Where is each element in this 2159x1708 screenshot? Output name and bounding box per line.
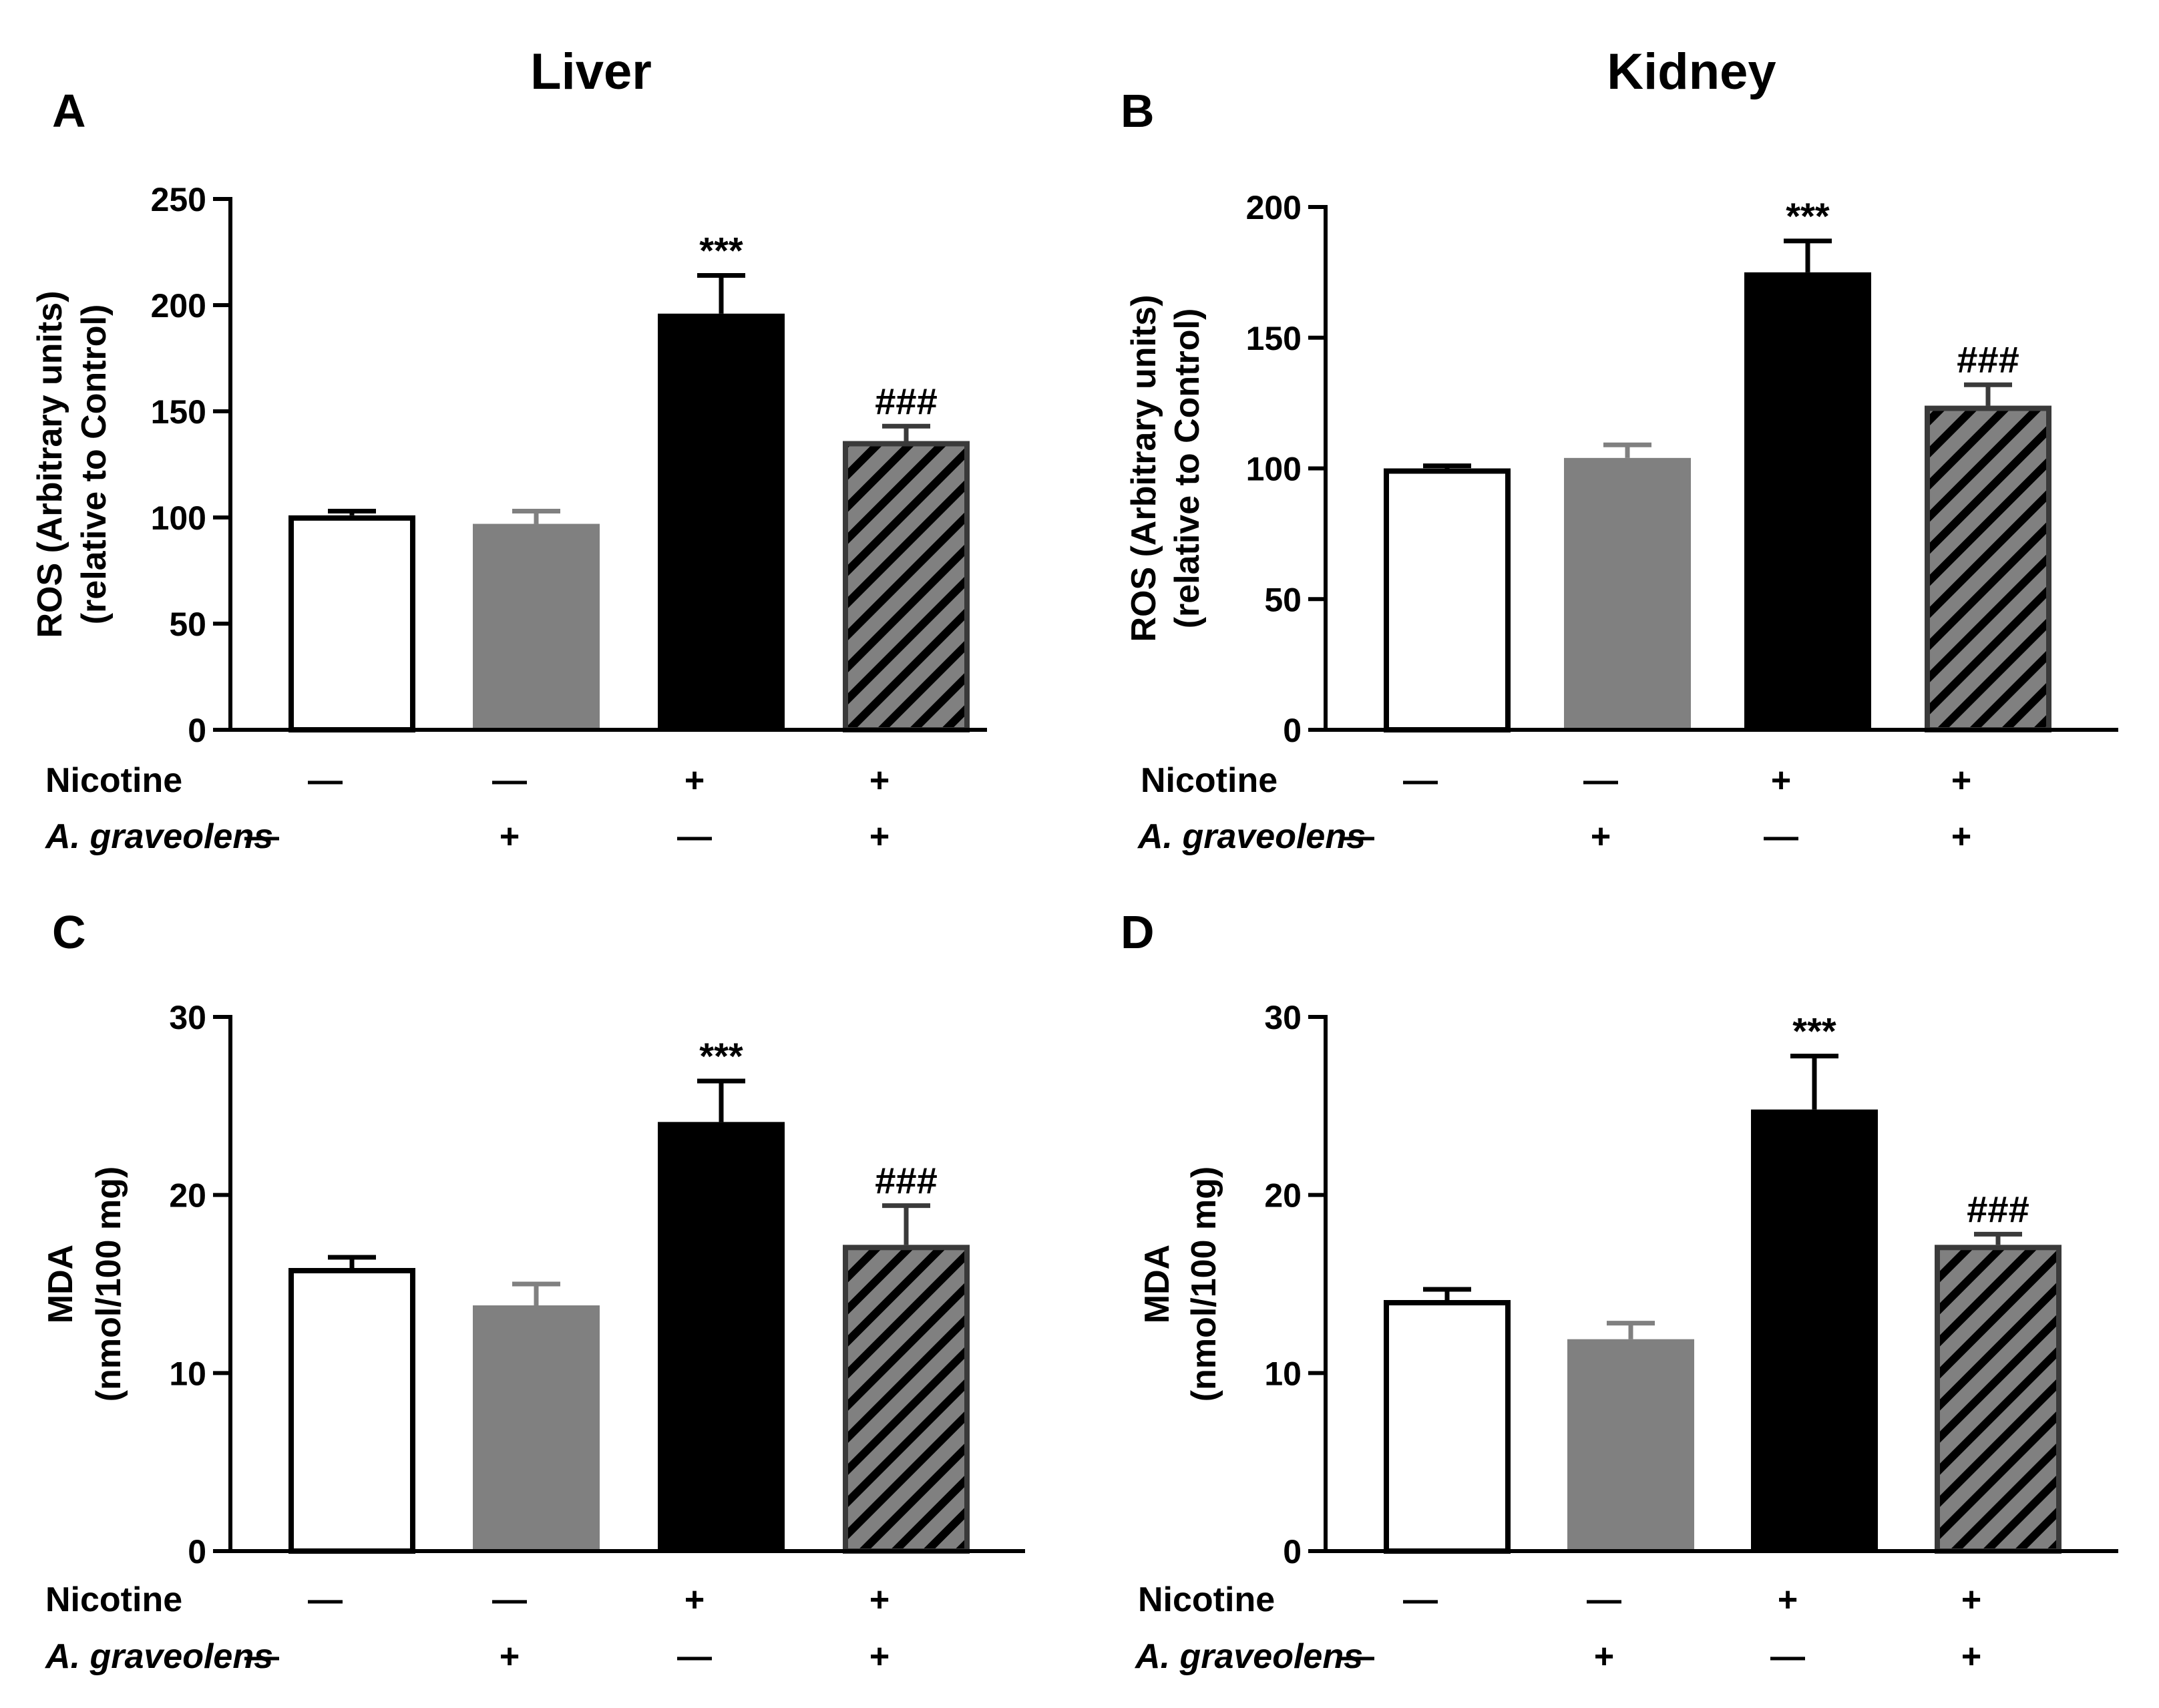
panel-c-nicotine-mark-2: — xyxy=(492,1580,527,1619)
panel-a-bar-1 xyxy=(288,515,415,732)
panel-c-ytick-label-30: 30 xyxy=(169,999,206,1036)
panel-a-graveolens-mark-1: — xyxy=(244,817,279,856)
panel-d-bar-3 xyxy=(1751,1109,1878,1551)
panel-c-ylabel-line1: MDA xyxy=(41,1245,80,1323)
panel-d-row-label-nicotine: Nicotine xyxy=(1138,1580,1275,1619)
panel-d-ytick-label-20: 20 xyxy=(1264,1177,1302,1215)
panel-d-graveolens-mark-2: + xyxy=(1594,1637,1614,1676)
panel-b-nicotine-mark-2: — xyxy=(1583,761,1618,800)
panel-a-ytick-label-50: 50 xyxy=(169,606,206,643)
panel-c-letter: C xyxy=(52,906,86,958)
panel-c-nicotine-mark-4: + xyxy=(869,1580,890,1619)
panel-a-ytick-label-100: 100 xyxy=(151,499,206,537)
panel-d-nicotine-mark-3: + xyxy=(1778,1580,1798,1619)
panel-d-row-label-graveolens: A. graveolens xyxy=(1134,1637,1363,1676)
panel-b-graveolens-mark-4: + xyxy=(1951,817,1971,856)
panel-b-ytick-label-150: 150 xyxy=(1246,320,1302,357)
panel-b-ylabel-line2: (relative to Control) xyxy=(1168,308,1207,629)
panel-c-bar-2 xyxy=(473,1305,600,1551)
panel-b-nicotine-mark-3: + xyxy=(1771,761,1791,800)
panel-c-ytick-label-0: 0 xyxy=(188,1533,206,1570)
panel-d-annotation-3: *** xyxy=(1792,1010,1836,1052)
panel-b-bar-1 xyxy=(1384,468,1511,732)
panel-c-graveolens-mark-4: + xyxy=(869,1637,890,1676)
panel-b-graveolens-mark-3: — xyxy=(1764,817,1798,856)
panel-a-ylabel-line1: ROS (Arbitrary units) xyxy=(31,290,69,638)
panel-c-nicotine-mark-1: — xyxy=(308,1580,343,1619)
panel-a-graveolens-mark-2: + xyxy=(500,817,520,856)
panel-c-row-label-nicotine: Nicotine xyxy=(45,1580,182,1619)
panel-b-bar-2 xyxy=(1564,457,1691,730)
panel-b-bar-4 xyxy=(1925,405,2051,732)
panel-c-bar-3 xyxy=(658,1122,785,1551)
panel-c-ytick-label-20: 20 xyxy=(169,1177,206,1215)
panel-a-graveolens-mark-4: + xyxy=(869,817,890,856)
panel-a-nicotine-mark-4: + xyxy=(869,761,890,800)
panel-d-graveolens-mark-3: — xyxy=(1770,1637,1805,1676)
panel-a-nicotine-mark-2: — xyxy=(492,761,527,800)
panel-d-ytick-label-30: 30 xyxy=(1264,999,1302,1036)
panel-c-annotation-3: *** xyxy=(699,1035,743,1077)
panel-c-graveolens-mark-3: — xyxy=(677,1637,712,1676)
panel-b-title: Kidney xyxy=(1607,43,1776,100)
panel-c-bar-1 xyxy=(288,1268,415,1554)
panel-d-annotation-4: ### xyxy=(1967,1188,2029,1230)
panel-a-title: Liver xyxy=(530,43,652,100)
panel-d-graveolens-mark-4: + xyxy=(1961,1637,1981,1676)
panel-a-annotation-4: ### xyxy=(875,380,937,422)
panel-c-ylabel-line2: (nmol/100 mg) xyxy=(89,1166,128,1402)
panel-d-nicotine-mark-2: — xyxy=(1587,1580,1621,1619)
panel-b-ytick-label-100: 100 xyxy=(1246,451,1302,488)
panel-a-row-label-nicotine: Nicotine xyxy=(45,761,182,800)
panel-d-bar-1 xyxy=(1384,1300,1511,1554)
panel-a-nicotine-mark-1: — xyxy=(308,761,343,800)
panel-a-annotation-3: *** xyxy=(699,229,743,271)
panel-b-letter: B xyxy=(1121,85,1155,137)
panel-d-nicotine-mark-1: — xyxy=(1403,1580,1438,1619)
panel-d-ylabel-line2: (nmol/100 mg) xyxy=(1185,1166,1223,1402)
panel-b-bar-3 xyxy=(1744,272,1871,730)
panel-c-annotation-4: ### xyxy=(875,1160,937,1202)
panel-d-nicotine-mark-4: + xyxy=(1961,1580,1981,1619)
panel-b-ytick-label-50: 50 xyxy=(1264,581,1302,618)
panel-b-nicotine-mark-1: — xyxy=(1403,761,1438,800)
panel-d-bar-2 xyxy=(1567,1339,1694,1551)
panel-b-annotation-4: ### xyxy=(1957,339,2019,381)
panel-a-bar-4 xyxy=(843,441,970,733)
panel-a-bar-2 xyxy=(473,523,600,730)
panel-a-ytick-label-0: 0 xyxy=(188,712,206,749)
panel-d-graveolens-mark-1: — xyxy=(1340,1637,1374,1676)
panel-d-ytick-label-0: 0 xyxy=(1283,1533,1302,1570)
panel-a-bar-3 xyxy=(658,313,785,730)
panel-b-ytick-label-200: 200 xyxy=(1246,189,1302,226)
panel-c-bar-4 xyxy=(843,1245,970,1554)
panel-d-ytick-label-10: 10 xyxy=(1264,1355,1302,1392)
panel-d-letter: D xyxy=(1121,906,1155,958)
panel-a-ytick-label-200: 200 xyxy=(151,287,206,325)
panel-d-bar-4 xyxy=(1935,1245,2062,1554)
panel-a-ytick-label-150: 150 xyxy=(151,393,206,431)
panel-b-annotation-3: *** xyxy=(1786,195,1830,237)
panel-a-nicotine-mark-3: + xyxy=(684,761,705,800)
panel-c-nicotine-mark-3: + xyxy=(684,1580,705,1619)
panel-b-graveolens-mark-1: — xyxy=(1340,817,1374,856)
panel-a-letter: A xyxy=(52,85,86,137)
panel-b-ylabel-line1: ROS (Arbitrary units) xyxy=(1125,294,1163,642)
panel-b-row-label-nicotine: Nicotine xyxy=(1141,761,1278,800)
panel-c-ytick-label-10: 10 xyxy=(169,1355,206,1392)
panel-b-graveolens-mark-2: + xyxy=(1591,817,1611,856)
panel-b-nicotine-mark-4: + xyxy=(1951,761,1971,800)
panel-a-graveolens-mark-3: — xyxy=(677,817,712,856)
panel-c-graveolens-mark-1: — xyxy=(244,1637,279,1676)
panel-b-ytick-label-0: 0 xyxy=(1283,712,1302,749)
panel-a-ytick-label-250: 250 xyxy=(151,181,206,218)
panel-a-row-label-graveolens: A. graveolens xyxy=(44,817,273,856)
panel-c-graveolens-mark-2: + xyxy=(500,1637,520,1676)
panel-a-ylabel-line2: (relative to Control) xyxy=(75,304,114,625)
panel-d-ylabel-line1: MDA xyxy=(1138,1245,1177,1323)
panel-b-row-label-graveolens: A. graveolens xyxy=(1137,817,1366,856)
panel-c-row-label-graveolens: A. graveolens xyxy=(44,1637,273,1676)
